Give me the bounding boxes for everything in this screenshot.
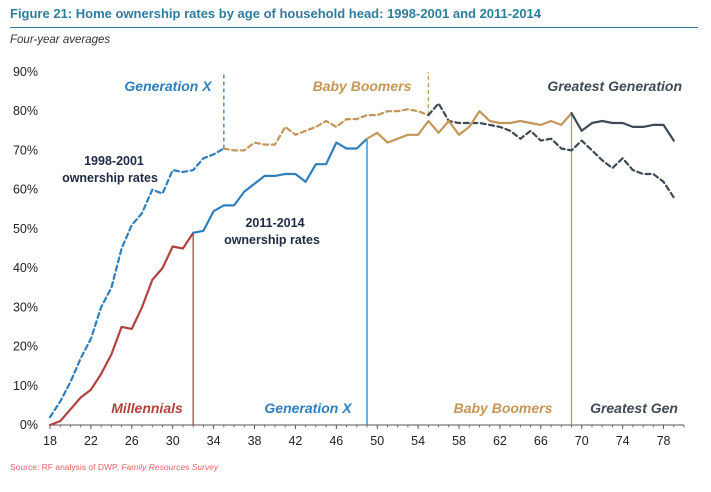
x-tick-label: 34	[207, 434, 221, 448]
series-2011-2014-boomers-line	[365, 110, 573, 144]
x-tick-label: 30	[166, 434, 180, 448]
series-2011-2014-millennials-line	[48, 231, 195, 427]
bottom-label-boomers: Baby Boomers	[454, 400, 553, 416]
chart-subtitle: Four-year averages	[10, 34, 111, 46]
y-tick-label: 10%	[13, 379, 38, 393]
top-label-genx: Generation X	[124, 78, 213, 94]
y-tick-label: 90%	[13, 65, 38, 79]
x-tick-label: 26	[125, 434, 139, 448]
y-tick-label: 0%	[20, 418, 38, 432]
x-tick-label: 18	[43, 434, 57, 448]
series-1998-2001-greatest-line	[427, 102, 675, 199]
y-tick-label: 30%	[13, 300, 38, 314]
y-tick-label: 70%	[13, 143, 38, 157]
series-1998-2001-genx-line	[48, 147, 225, 419]
bottom-label-millennials: Millennials	[111, 400, 183, 416]
x-tick-label: 74	[616, 434, 630, 448]
y-tick-label: 60%	[13, 183, 38, 197]
y-tick-label: 20%	[13, 340, 38, 354]
x-tick-label: 54	[411, 434, 425, 448]
y-tick-label: 40%	[13, 261, 38, 275]
series-label-2011-line1: 2011-2014	[245, 216, 304, 230]
x-tick-label: 62	[493, 434, 507, 448]
series-1998-2001-boomers-line	[222, 108, 430, 152]
series-label-1998-line1: 1998-2001	[84, 154, 144, 168]
chart-title: Figure 21: Home ownership rates by age o…	[10, 6, 542, 21]
x-tick-label: 66	[534, 434, 548, 448]
x-tick-label: 50	[370, 434, 384, 448]
series-2011-2014-greatest-line	[570, 112, 675, 142]
bottom-label-genx: Generation X	[264, 400, 353, 416]
title-rule	[10, 27, 698, 28]
annotation-labels: Generation X Baby Boomers Greatest Gener…	[62, 78, 682, 416]
x-tick-label: 22	[84, 434, 98, 448]
x-tick-label: 42	[288, 434, 302, 448]
source-prefix: Source: RF analysis of DWP,	[10, 462, 122, 472]
series-label-2011-line2: ownership rates	[224, 233, 320, 247]
chart-axes: 18 22 26 30 34 38 42 46 50 54 58 62 66 70 74 78 0% 10% 20%…	[13, 65, 685, 448]
source-note: Source: RF analysis of DWP, Family Resou…	[10, 462, 218, 472]
x-tick-label: 38	[248, 434, 262, 448]
generation-boundaries	[192, 72, 573, 425]
series-label-1998-line2: ownership rates	[62, 171, 158, 185]
x-tick-label: 58	[452, 434, 466, 448]
y-tick-label: 50%	[13, 222, 38, 236]
source-title: Family Resources Survey	[121, 462, 219, 472]
x-tick-label: 70	[575, 434, 589, 448]
x-tick-label: 78	[657, 434, 671, 448]
bottom-label-greatest: Greatest Gen	[590, 400, 678, 416]
top-label-greatest: Greatest Generation	[547, 78, 682, 94]
x-tick-label: 46	[329, 434, 343, 448]
series-2011-2014-genx-line	[192, 137, 369, 234]
y-tick-label: 80%	[13, 104, 38, 118]
series-lines	[48, 102, 675, 427]
top-label-boomers: Baby Boomers	[313, 78, 412, 94]
